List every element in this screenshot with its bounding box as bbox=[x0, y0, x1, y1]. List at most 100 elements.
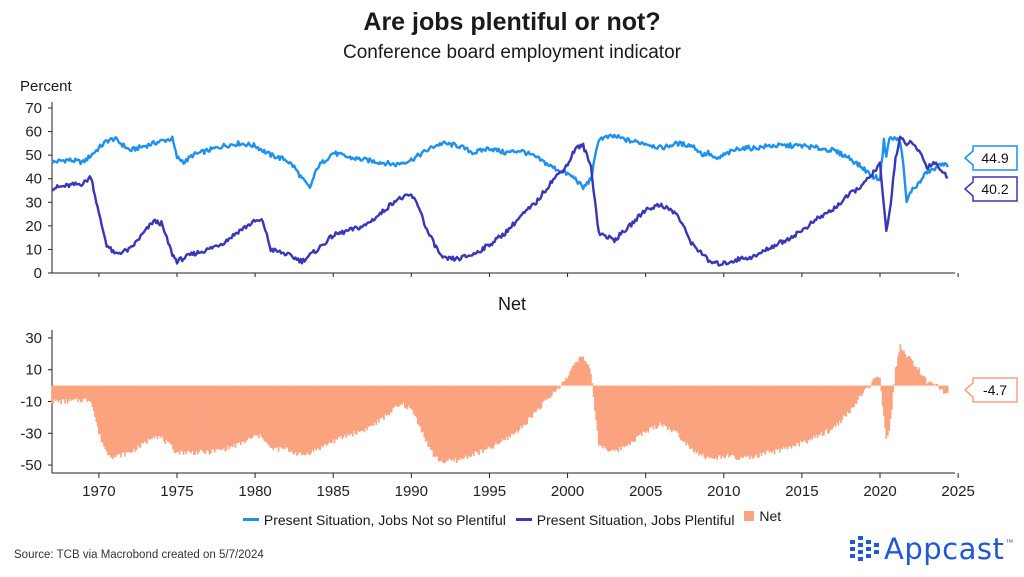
net-bar bbox=[711, 385, 713, 459]
net-bar bbox=[228, 385, 230, 450]
net-bar bbox=[831, 385, 833, 430]
net-bar bbox=[433, 385, 436, 457]
net-bar bbox=[914, 367, 916, 386]
net-bar bbox=[297, 385, 299, 455]
net-bar bbox=[587, 364, 590, 386]
net-bar bbox=[541, 385, 544, 402]
net-bar bbox=[420, 385, 423, 433]
net-bar bbox=[349, 385, 351, 435]
net-bar bbox=[916, 370, 919, 386]
net-bar bbox=[449, 385, 452, 460]
bottom-y-tick-label: -50 bbox=[20, 457, 42, 474]
net-bar bbox=[471, 385, 474, 454]
net-bar bbox=[388, 385, 391, 416]
net-bar bbox=[518, 385, 521, 431]
net-bar bbox=[346, 385, 349, 435]
net-bar bbox=[786, 385, 789, 450]
net-bar bbox=[168, 385, 170, 443]
net-bar bbox=[105, 385, 108, 452]
net-bar bbox=[682, 385, 685, 442]
net-bar bbox=[358, 385, 361, 432]
net-bar bbox=[640, 385, 643, 436]
legend-item-net: Net bbox=[744, 508, 781, 524]
net-bar bbox=[811, 385, 814, 440]
net-bar bbox=[717, 385, 720, 456]
net-bar bbox=[474, 385, 476, 452]
net-bar bbox=[493, 385, 496, 446]
net-bar bbox=[868, 385, 871, 389]
net-bar bbox=[624, 385, 626, 447]
net-bar bbox=[931, 383, 933, 386]
net-bar bbox=[750, 385, 752, 456]
net-bar bbox=[794, 385, 797, 447]
net-bar bbox=[225, 385, 228, 451]
net-bar bbox=[881, 385, 884, 407]
net-bar bbox=[595, 385, 598, 421]
net-bar bbox=[631, 385, 634, 443]
net-bar bbox=[791, 385, 794, 446]
net-bar bbox=[538, 385, 540, 409]
net-bar bbox=[260, 385, 263, 437]
net-bar bbox=[338, 385, 341, 438]
net-bar bbox=[565, 377, 568, 386]
top-y-tick-label: 40 bbox=[25, 171, 42, 188]
net-bar bbox=[74, 385, 77, 400]
net-bar bbox=[795, 385, 798, 444]
net-bar bbox=[885, 385, 888, 440]
net-bar bbox=[540, 385, 543, 408]
net-bar bbox=[143, 385, 146, 442]
net-bar bbox=[581, 357, 583, 386]
net-bar bbox=[402, 385, 405, 403]
net-bar bbox=[558, 385, 561, 390]
net-bar bbox=[229, 385, 232, 447]
net-bar bbox=[328, 385, 331, 442]
net-bar bbox=[361, 385, 363, 432]
net-bar bbox=[362, 385, 364, 431]
net-bar bbox=[53, 385, 56, 400]
net-bar bbox=[778, 385, 781, 453]
net-bar bbox=[419, 385, 422, 427]
net-bar bbox=[307, 385, 310, 454]
net-bar bbox=[237, 385, 239, 444]
net-bar bbox=[56, 385, 59, 400]
net-bar bbox=[657, 385, 660, 426]
bottom-x-tick-label: 2005 bbox=[629, 483, 662, 500]
net-bar bbox=[709, 385, 712, 458]
net-bar bbox=[142, 385, 144, 444]
net-bar bbox=[57, 385, 60, 403]
net-bar bbox=[294, 385, 297, 453]
net-bar bbox=[113, 385, 116, 457]
net-bar bbox=[134, 385, 137, 452]
net-bar bbox=[422, 385, 424, 432]
net-bar bbox=[908, 356, 910, 386]
net-bar bbox=[275, 385, 277, 448]
net-bar bbox=[660, 385, 663, 425]
net-bar bbox=[946, 385, 949, 394]
net-bar bbox=[899, 344, 902, 386]
net-bar bbox=[176, 385, 178, 452]
net-bar bbox=[626, 385, 629, 446]
net-bar bbox=[91, 385, 94, 407]
net-bar bbox=[891, 385, 893, 410]
net-bar bbox=[877, 377, 880, 386]
net-bar bbox=[656, 385, 659, 429]
net-bar bbox=[534, 385, 536, 413]
net-bar bbox=[357, 385, 359, 431]
net-bar bbox=[515, 385, 518, 431]
net-bar bbox=[936, 383, 939, 386]
net-bar bbox=[782, 385, 785, 448]
legend-item-plentiful: Present Situation, Jobs Plentiful bbox=[515, 512, 734, 528]
net-bar bbox=[319, 385, 322, 450]
net-bar bbox=[781, 385, 784, 450]
net-bar bbox=[900, 348, 903, 386]
net-bar bbox=[622, 385, 625, 447]
net-bar bbox=[539, 385, 542, 410]
net-bar bbox=[285, 385, 288, 447]
net-bar bbox=[363, 385, 366, 433]
net-bar bbox=[337, 385, 340, 437]
net-bar bbox=[883, 385, 885, 416]
net-bar bbox=[755, 385, 758, 455]
net-bar bbox=[397, 385, 400, 407]
net-bar bbox=[702, 385, 704, 454]
net-bar bbox=[892, 385, 894, 393]
